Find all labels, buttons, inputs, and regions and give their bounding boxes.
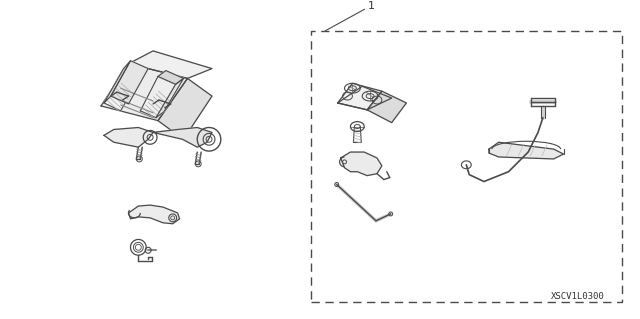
Polygon shape [153,128,212,147]
Polygon shape [129,205,180,224]
Polygon shape [140,77,175,118]
Text: 1: 1 [367,1,374,11]
Polygon shape [338,86,392,110]
Polygon shape [340,152,382,176]
Polygon shape [104,69,140,111]
Polygon shape [338,83,382,110]
Polygon shape [489,142,564,159]
Polygon shape [104,128,153,147]
Polygon shape [111,61,148,104]
Bar [310,31,621,302]
Polygon shape [156,78,184,118]
Polygon shape [129,51,212,78]
Polygon shape [158,70,184,84]
Polygon shape [101,64,188,121]
Polygon shape [104,61,131,103]
Polygon shape [158,78,212,139]
Polygon shape [367,91,406,122]
Text: XSCV1L0300: XSCV1L0300 [551,292,605,301]
